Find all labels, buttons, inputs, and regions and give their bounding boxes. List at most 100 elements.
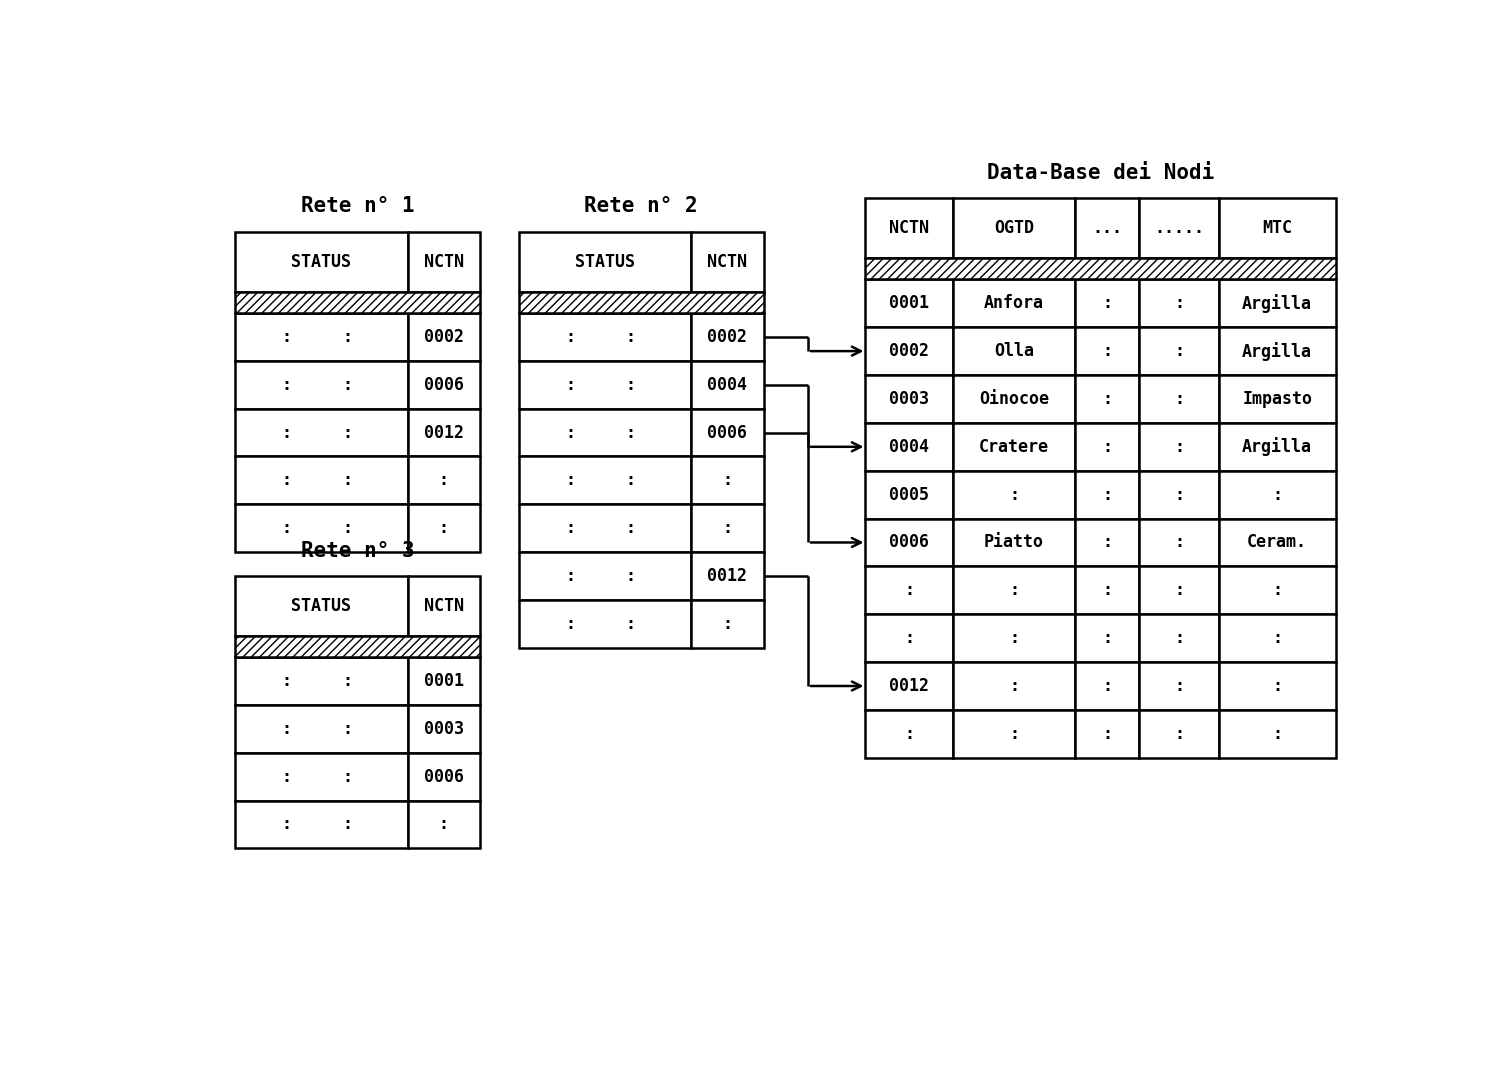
Bar — [953, 327, 1075, 375]
Bar — [1075, 198, 1140, 258]
Bar — [864, 662, 953, 710]
Text: :: : — [282, 815, 292, 834]
Bar — [691, 409, 764, 457]
Bar — [953, 471, 1075, 519]
Bar — [518, 231, 691, 292]
Bar — [864, 710, 953, 758]
Text: OGTD: OGTD — [994, 219, 1035, 238]
Text: :: : — [1273, 486, 1282, 504]
Text: :: : — [1175, 390, 1184, 408]
Text: :: : — [1102, 486, 1113, 504]
Bar — [1218, 662, 1336, 710]
Text: STATUS: STATUS — [291, 597, 351, 615]
Text: :: : — [723, 519, 732, 537]
Text: :: : — [1175, 294, 1184, 312]
Text: Argilla: Argilla — [1242, 437, 1312, 457]
Text: MTC: MTC — [1262, 219, 1292, 238]
Bar — [235, 292, 480, 313]
Text: :: : — [1175, 725, 1184, 743]
Bar — [235, 313, 408, 361]
Bar — [1218, 615, 1336, 662]
Text: NCTN: NCTN — [708, 253, 747, 270]
Text: 0012: 0012 — [423, 424, 464, 441]
Bar — [1218, 279, 1336, 327]
Text: 0002: 0002 — [423, 328, 464, 346]
Bar — [1140, 615, 1218, 662]
Bar — [1140, 279, 1218, 327]
Text: :: : — [565, 615, 575, 633]
Bar — [235, 457, 408, 505]
Text: :: : — [904, 629, 914, 647]
Bar — [235, 637, 480, 657]
Text: :: : — [342, 767, 352, 786]
Text: :: : — [342, 719, 352, 738]
Bar — [691, 313, 764, 361]
Bar — [235, 800, 408, 848]
Bar — [1218, 567, 1336, 615]
Text: :: : — [342, 815, 352, 834]
Text: Anfora: Anfora — [983, 294, 1044, 312]
Text: 0006: 0006 — [423, 767, 464, 786]
Text: ...: ... — [1092, 219, 1122, 238]
Bar — [1075, 471, 1140, 519]
Bar — [864, 615, 953, 662]
Text: :: : — [1102, 294, 1113, 312]
Text: 0005: 0005 — [889, 486, 929, 504]
Bar — [691, 457, 764, 505]
Bar — [408, 800, 480, 848]
Text: :: : — [1273, 629, 1282, 647]
Bar — [1218, 710, 1336, 758]
Text: :: : — [904, 725, 914, 743]
Text: :: : — [282, 671, 292, 690]
Bar — [408, 705, 480, 753]
Bar — [953, 519, 1075, 567]
Bar — [1218, 471, 1336, 519]
Bar — [953, 423, 1075, 471]
Text: :: : — [1175, 342, 1184, 360]
Bar — [1075, 519, 1140, 567]
Bar — [953, 198, 1075, 258]
Bar — [864, 423, 953, 471]
Bar — [235, 409, 408, 457]
Bar — [864, 198, 953, 258]
Text: :: : — [282, 376, 292, 393]
Bar — [235, 753, 408, 800]
Bar — [1075, 423, 1140, 471]
Bar — [864, 375, 953, 423]
Bar — [864, 519, 953, 567]
Bar — [518, 553, 691, 600]
Text: :: : — [1102, 342, 1113, 360]
Text: :: : — [1009, 725, 1020, 743]
Text: :: : — [1102, 629, 1113, 647]
Bar — [1075, 327, 1140, 375]
Bar — [518, 409, 691, 457]
Bar — [408, 576, 480, 637]
Text: :: : — [1102, 725, 1113, 743]
Bar — [1140, 471, 1218, 519]
Text: :: : — [565, 519, 575, 537]
Text: :: : — [723, 615, 732, 633]
Text: Data-Base dei Nodi: Data-Base dei Nodi — [986, 162, 1214, 183]
Bar — [1140, 662, 1218, 710]
Text: :: : — [1175, 438, 1184, 456]
Text: :: : — [1102, 390, 1113, 408]
Text: :: : — [282, 519, 292, 537]
Text: :: : — [282, 424, 292, 441]
Bar — [408, 753, 480, 800]
Text: :: : — [626, 519, 636, 537]
Text: 0002: 0002 — [708, 328, 747, 346]
Bar — [235, 657, 408, 705]
Text: :: : — [342, 671, 352, 690]
Text: STATUS: STATUS — [575, 253, 636, 270]
Bar — [518, 292, 764, 313]
Text: :: : — [565, 376, 575, 393]
Bar — [1075, 279, 1140, 327]
Bar — [408, 657, 480, 705]
Text: 0002: 0002 — [889, 342, 929, 360]
Text: :: : — [438, 519, 449, 537]
Text: STATUS: STATUS — [291, 253, 351, 270]
Bar — [953, 567, 1075, 615]
Text: :: : — [1009, 629, 1020, 647]
Text: Olla: Olla — [994, 342, 1035, 360]
Bar — [408, 361, 480, 409]
